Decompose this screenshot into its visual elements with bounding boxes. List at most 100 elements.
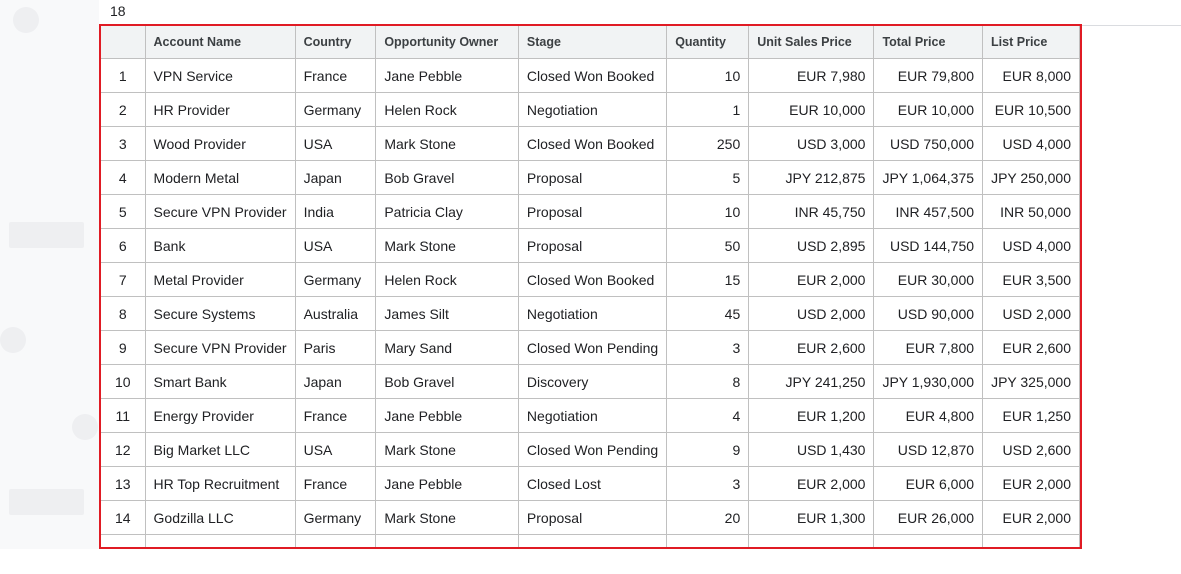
account-name-cell[interactable]: Big Market LLC	[144, 432, 296, 467]
row-number-cell[interactable]: 6	[101, 228, 146, 263]
country-cell[interactable]: Japan	[294, 364, 377, 399]
account-name-cell[interactable]: Energy Provider	[144, 398, 296, 433]
total-price-cell[interactable]: EUR 7,800	[873, 330, 984, 365]
total-price-cell[interactable]: EUR 26,000	[873, 500, 984, 535]
list-price-cell[interactable]: USD 2,600	[982, 432, 1080, 467]
stage-cell[interactable]: Negotiation	[517, 296, 668, 331]
account-name-cell[interactable]: Bank	[144, 228, 296, 263]
stage-header[interactable]: Stage	[517, 26, 668, 59]
account-name-cell[interactable]: Expert Trainers	[144, 534, 296, 547]
stage-cell[interactable]: Closed Won Booked	[517, 534, 668, 547]
unit-sales-price-cell[interactable]: JPY 212,875	[748, 160, 875, 195]
list-price-cell[interactable]: JPY 325,000	[982, 364, 1080, 399]
account-name-cell[interactable]: Metal Provider	[144, 262, 296, 297]
account-name-cell[interactable]: VPN Service	[144, 58, 296, 93]
stage-cell[interactable]: Closed Won Booked	[517, 262, 668, 297]
unit-sales-price-cell[interactable]: JPY 241,250	[748, 364, 875, 399]
list-price-cell[interactable]: JPY 250,000	[982, 160, 1080, 195]
opportunity-owner-cell[interactable]: Jane Pebble	[375, 58, 519, 93]
opportunity-owner-cell[interactable]: Mark Stone	[375, 126, 519, 161]
quantity-cell[interactable]: 9	[666, 432, 750, 467]
opportunity-owner-cell[interactable]: Bob Gravel	[375, 534, 519, 547]
opportunity-owner-cell[interactable]: James Silt	[375, 296, 519, 331]
quantity-cell[interactable]: 1	[666, 92, 750, 127]
account-name-cell[interactable]: Modern Metal	[144, 160, 296, 195]
stage-cell[interactable]: Negotiation	[517, 398, 668, 433]
country-cell[interactable]: Germany	[294, 92, 377, 127]
quantity-cell[interactable]: 4	[666, 398, 750, 433]
stage-cell[interactable]: Proposal	[517, 160, 668, 195]
row-number-cell[interactable]: 12	[101, 432, 146, 467]
opportunity-owner-cell[interactable]: Patricia Clay	[375, 194, 519, 229]
quantity-cell[interactable]: 3	[666, 330, 750, 365]
list-price-cell[interactable]: EUR 2,000	[982, 500, 1080, 535]
table-row[interactable]: 9 Secure VPN Provider Paris Mary Sand Closed…	[101, 330, 1080, 365]
quantity-cell[interactable]: 3	[666, 466, 750, 501]
country-cell[interactable]: Paris	[294, 330, 377, 365]
stage-cell[interactable]: Proposal	[517, 228, 668, 263]
account-name-cell[interactable]: HR Provider	[144, 92, 296, 127]
total-price-cell[interactable]: EUR 10,000	[873, 92, 984, 127]
opportunity-owner-cell[interactable]: Mark Stone	[375, 500, 519, 535]
list-price-cell[interactable]: EUR 10,500	[982, 92, 1080, 127]
total-price-cell[interactable]: USD 750,000	[873, 126, 984, 161]
total-price-cell[interactable]: JPY 1,064,375	[873, 534, 984, 547]
stage-cell[interactable]: Proposal	[517, 194, 668, 229]
table-row[interactable]: 10 Smart Bank Japan Bob Gravel Discovery 8 JPY…	[101, 364, 1080, 399]
quantity-header[interactable]: Quantity	[666, 26, 750, 59]
quantity-cell[interactable]: 45	[666, 296, 750, 331]
row-number-cell[interactable]: 7	[101, 262, 146, 297]
table-row[interactable]: 6 Bank USA Mark Stone Proposal 50 USD 2,895 USD…	[101, 228, 1080, 263]
unit-sales-price-cell[interactable]: EUR 2,000	[748, 262, 875, 297]
total-price-cell[interactable]: EUR 79,800	[873, 58, 984, 93]
quantity-cell[interactable]: 10	[666, 194, 750, 229]
unit-sales-price-cell[interactable]: EUR 1,300	[748, 500, 875, 535]
quantity-cell[interactable]: 15	[666, 262, 750, 297]
row-number-cell[interactable]: 3	[101, 126, 146, 161]
country-cell[interactable]: France	[294, 398, 377, 433]
stage-cell[interactable]: Proposal	[517, 500, 668, 535]
quantity-cell[interactable]: 5	[666, 160, 750, 195]
table-row[interactable]: 13 HR Top Recruitment France Jane Pebble Clo…	[101, 466, 1080, 501]
account-name-cell[interactable]: HR Top Recruitment	[144, 466, 296, 501]
row-number-cell[interactable]: 11	[101, 398, 146, 433]
opportunity-owner-cell[interactable]: Bob Gravel	[375, 364, 519, 399]
unit-sales-price-cell[interactable]: EUR 10,000	[748, 92, 875, 127]
selected-table-region[interactable]: Account Name Country Opportunity Owner Stag…	[99, 24, 1082, 549]
country-cell[interactable]: Japan	[294, 534, 377, 547]
total-price-cell[interactable]: INR 457,500	[873, 194, 984, 229]
table-row[interactable]: 15Expert TrainersJapanBob GravelClosed W…	[101, 534, 1080, 547]
country-cell[interactable]: France	[294, 58, 377, 93]
country-cell[interactable]: Germany	[294, 262, 377, 297]
stage-cell[interactable]: Closed Won Booked	[517, 58, 668, 93]
row-number-cell[interactable]: 10	[101, 364, 146, 399]
unit-sales-price-cell[interactable]: EUR 2,600	[748, 330, 875, 365]
list-price-cell[interactable]: USD 2,000	[982, 296, 1080, 331]
total-price-cell[interactable]: EUR 4,800	[873, 398, 984, 433]
account-name-cell[interactable]: Secure Systems	[144, 296, 296, 331]
total-price-cell[interactable]: USD 12,870	[873, 432, 984, 467]
unit-sales-price-cell[interactable]: JPY 212,875	[748, 534, 875, 547]
stage-cell[interactable]: Negotiation	[517, 92, 668, 127]
country-cell[interactable]: USA	[294, 126, 377, 161]
unit-sales-price-cell[interactable]: USD 3,000	[748, 126, 875, 161]
table-row[interactable]: 5 Secure VPN Provider India Patricia Clay Pr…	[101, 194, 1080, 229]
total-price-cell[interactable]: EUR 6,000	[873, 466, 984, 501]
account-name-cell[interactable]: Godzilla LLC	[144, 500, 296, 535]
opportunity-owner-cell[interactable]: Helen Rock	[375, 92, 519, 127]
stage-cell[interactable]: Discovery	[517, 364, 668, 399]
account-name-cell[interactable]: Wood Provider	[144, 126, 296, 161]
account-name-cell[interactable]: Secure VPN Provider	[144, 194, 296, 229]
row-number-cell[interactable]: 1	[101, 58, 146, 93]
row-number-cell[interactable]: 5	[101, 194, 146, 229]
total-price-cell[interactable]: EUR 30,000	[873, 262, 984, 297]
stage-cell[interactable]: Closed Won Pending	[517, 432, 668, 467]
list-price-cell[interactable]: EUR 8,000	[982, 58, 1080, 93]
list-price-cell[interactable]: EUR 3,500	[982, 262, 1080, 297]
row-number-header[interactable]	[101, 26, 146, 59]
list-price-cell[interactable]: JPY 250,000	[982, 534, 1080, 547]
row-number-cell[interactable]: 4	[101, 160, 146, 195]
country-header[interactable]: Country	[294, 26, 377, 59]
list-price-header[interactable]: List Price	[982, 26, 1080, 59]
table-row[interactable]: 3 Wood Provider USA Mark Stone Closed Won Bo…	[101, 126, 1080, 161]
